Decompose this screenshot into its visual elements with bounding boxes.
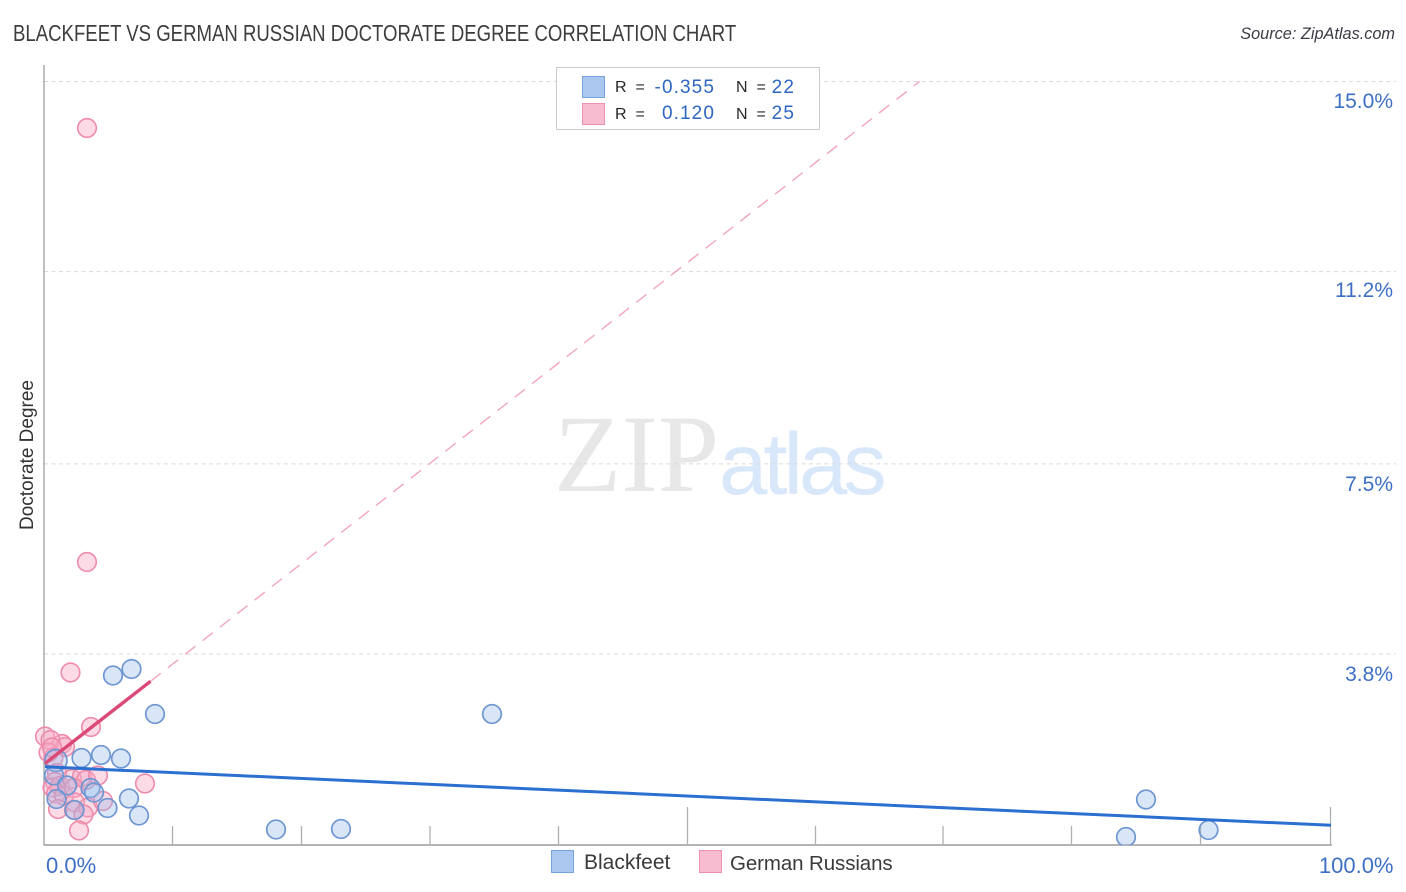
svg-text:ZIP: ZIP	[554, 393, 719, 515]
svg-text:atlas: atlas	[719, 416, 884, 513]
